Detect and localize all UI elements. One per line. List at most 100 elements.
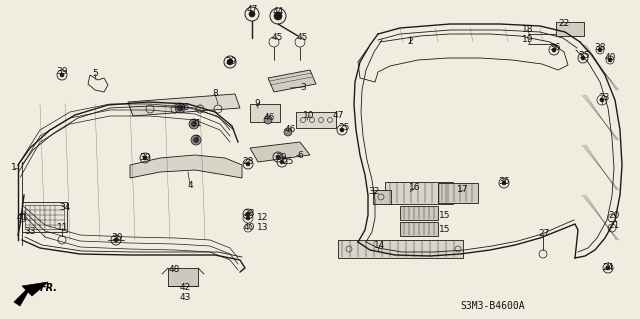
Circle shape bbox=[274, 12, 282, 20]
Bar bbox=[338, 240, 463, 258]
Text: 8: 8 bbox=[212, 90, 218, 99]
Circle shape bbox=[284, 128, 292, 136]
Text: 26: 26 bbox=[179, 103, 189, 113]
Circle shape bbox=[246, 216, 250, 220]
Text: 45: 45 bbox=[296, 33, 308, 42]
Text: 24: 24 bbox=[602, 263, 614, 272]
Text: 6: 6 bbox=[297, 151, 303, 160]
Text: 35: 35 bbox=[579, 51, 589, 61]
Text: 10: 10 bbox=[303, 112, 315, 121]
Circle shape bbox=[177, 105, 183, 111]
Bar bbox=[168, 268, 198, 286]
Text: 48: 48 bbox=[168, 264, 180, 273]
Text: 31: 31 bbox=[190, 120, 202, 129]
Text: FR.: FR. bbox=[40, 283, 58, 293]
Circle shape bbox=[189, 119, 199, 129]
Circle shape bbox=[249, 11, 255, 17]
Text: 45: 45 bbox=[271, 33, 283, 42]
Text: 36: 36 bbox=[499, 177, 509, 187]
Bar bbox=[373, 190, 391, 204]
Circle shape bbox=[143, 156, 147, 160]
Text: 43: 43 bbox=[179, 293, 191, 302]
Bar bbox=[556, 22, 584, 36]
Bar bbox=[25, 205, 64, 229]
Text: 19: 19 bbox=[522, 35, 534, 44]
Text: 23: 23 bbox=[598, 93, 610, 102]
Text: 9: 9 bbox=[254, 100, 260, 108]
Text: 1: 1 bbox=[11, 164, 17, 173]
Text: 28: 28 bbox=[243, 158, 253, 167]
Text: 28: 28 bbox=[243, 209, 255, 218]
Circle shape bbox=[246, 212, 250, 216]
Circle shape bbox=[340, 128, 344, 132]
Bar bbox=[250, 104, 280, 122]
Bar bbox=[385, 182, 453, 204]
Text: 33: 33 bbox=[24, 227, 36, 236]
Text: 44: 44 bbox=[273, 8, 284, 17]
Circle shape bbox=[227, 59, 233, 65]
Circle shape bbox=[552, 48, 556, 52]
Text: 40: 40 bbox=[243, 224, 255, 233]
Text: 14: 14 bbox=[374, 241, 386, 249]
Circle shape bbox=[276, 155, 280, 159]
Text: 42: 42 bbox=[179, 284, 191, 293]
Bar bbox=[400, 206, 438, 220]
Text: 11: 11 bbox=[57, 222, 68, 232]
Polygon shape bbox=[128, 94, 240, 116]
Circle shape bbox=[114, 238, 118, 242]
Polygon shape bbox=[14, 282, 48, 306]
Bar bbox=[438, 183, 478, 203]
Polygon shape bbox=[130, 155, 242, 178]
Text: 3: 3 bbox=[300, 83, 306, 92]
Text: 39: 39 bbox=[56, 68, 68, 77]
Text: 25: 25 bbox=[282, 158, 294, 167]
Text: S3M3-B4600A: S3M3-B4600A bbox=[460, 301, 525, 311]
Text: 47: 47 bbox=[246, 5, 258, 14]
Text: 15: 15 bbox=[439, 226, 451, 234]
Text: 46: 46 bbox=[284, 125, 296, 135]
Circle shape bbox=[502, 181, 506, 185]
Circle shape bbox=[60, 73, 64, 77]
Text: 40: 40 bbox=[604, 54, 616, 63]
Text: 20: 20 bbox=[608, 211, 620, 220]
Text: 36: 36 bbox=[549, 43, 561, 53]
Text: 46: 46 bbox=[263, 114, 275, 122]
Circle shape bbox=[581, 56, 585, 60]
Text: 27: 27 bbox=[538, 229, 550, 239]
Text: 39: 39 bbox=[140, 152, 151, 161]
Circle shape bbox=[264, 116, 272, 124]
Text: 4: 4 bbox=[187, 181, 193, 189]
Text: 30: 30 bbox=[111, 234, 123, 242]
Polygon shape bbox=[268, 70, 316, 92]
Text: 47: 47 bbox=[332, 110, 344, 120]
Circle shape bbox=[608, 58, 612, 62]
Text: 7: 7 bbox=[193, 135, 199, 144]
Circle shape bbox=[280, 160, 284, 164]
Bar bbox=[22, 202, 67, 232]
Text: 29: 29 bbox=[225, 56, 237, 65]
Text: 13: 13 bbox=[257, 224, 269, 233]
Text: 5: 5 bbox=[92, 70, 98, 78]
Circle shape bbox=[191, 122, 196, 127]
Circle shape bbox=[246, 162, 250, 166]
Text: 39: 39 bbox=[275, 152, 287, 161]
Text: 38: 38 bbox=[595, 43, 605, 53]
Circle shape bbox=[598, 48, 602, 52]
Text: 41: 41 bbox=[16, 213, 28, 222]
Circle shape bbox=[600, 98, 604, 102]
Circle shape bbox=[175, 103, 185, 113]
Circle shape bbox=[606, 266, 610, 270]
Text: 18: 18 bbox=[522, 26, 534, 34]
Bar bbox=[296, 112, 336, 128]
Polygon shape bbox=[250, 142, 310, 162]
Text: 22: 22 bbox=[558, 19, 570, 28]
Text: 15: 15 bbox=[439, 211, 451, 219]
Bar bbox=[400, 222, 438, 236]
Text: 25: 25 bbox=[339, 123, 349, 132]
Text: 16: 16 bbox=[409, 183, 420, 192]
Text: 17: 17 bbox=[457, 186, 468, 195]
Circle shape bbox=[193, 137, 198, 143]
Circle shape bbox=[191, 135, 201, 145]
Text: 34: 34 bbox=[60, 204, 70, 212]
Text: 32: 32 bbox=[368, 188, 380, 197]
